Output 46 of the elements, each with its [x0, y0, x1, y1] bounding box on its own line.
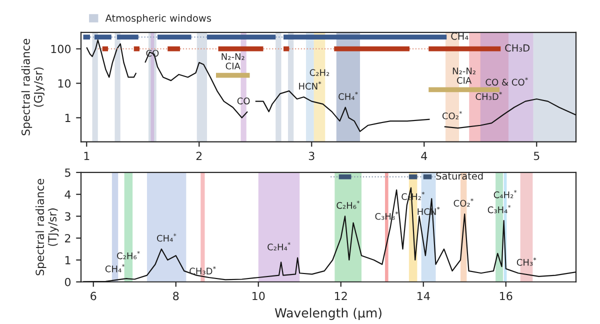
x-tick-label: 3 [308, 152, 314, 160]
band-label: C₂H₂ [310, 69, 330, 76]
band-label: C₃H₄$^{*}$ [488, 204, 511, 214]
band-label: CO₂$^{*}$ [442, 111, 462, 120]
band-label: C₂H₄$^{*}$ [268, 242, 290, 250]
x-tick-label: 12 [335, 292, 347, 300]
y-axis-title: Spectral radiance (GJy/sr) [21, 38, 45, 136]
band-label: CH₃D$^{*}$ [476, 92, 502, 100]
band-label: CH₃$^{*}$ [516, 257, 536, 266]
line-series [82, 187, 576, 282]
y-tick-label: 3 [65, 212, 70, 221]
y-tick-label: 100 [51, 44, 71, 54]
band-label: CO₂$^{*}$ [454, 198, 474, 207]
band-label: CH₃D$^{*}$ [190, 266, 216, 275]
y-tick-label: 1 [65, 256, 70, 264]
y-tick-label: 0 [64, 278, 71, 286]
y-axis-title: Spectral radiance (TJy/sr) [35, 178, 59, 276]
series-label: N₂-N₂ CIA [222, 53, 244, 70]
band-label: CH₄$^{*}$ [156, 233, 176, 242]
band-label: CH₄$^{*}$ [105, 264, 125, 272]
band-label: CH₄$^{*}$ [338, 92, 358, 100]
x-tick-label: 14 [418, 292, 430, 300]
series-label: CH₃D [505, 44, 530, 52]
x-tick-label: 1 [84, 152, 90, 160]
band-label: C₄H₂$^{*}$ [494, 190, 517, 198]
x-tick-label: 2 [196, 152, 202, 160]
band-label: C₂H₆$^{*}$ [117, 250, 140, 260]
x-tick-label: 8 [173, 292, 179, 300]
band-label: HCN$^{*}$ [299, 81, 322, 90]
series-label: Saturated [436, 172, 483, 180]
legend-label: Atmospheric windows [105, 14, 212, 24]
band-label: CO & CO$^{*}$ [486, 77, 528, 86]
x-tick-label: 10 [252, 292, 265, 300]
x-tick-label: 16 [500, 292, 512, 300]
band-label: C₂H₆$^{*}$ [336, 200, 360, 209]
y-tick-label: 10 [58, 79, 71, 88]
series-label: N₂-N₂ CIA [452, 68, 476, 84]
y-tick-label: 4 [64, 190, 71, 199]
x-tick-label: 5 [534, 152, 540, 160]
y-tick-label: 2 [65, 234, 70, 242]
x-tick-label: 6 [90, 292, 96, 300]
band-label: CO [237, 98, 250, 104]
x-tick-label: 4 [421, 152, 428, 160]
y-tick-label: 5 [65, 168, 70, 177]
x-axis-title: Wavelength (µm) [274, 308, 382, 320]
y-tick-label: 1 [65, 114, 70, 122]
